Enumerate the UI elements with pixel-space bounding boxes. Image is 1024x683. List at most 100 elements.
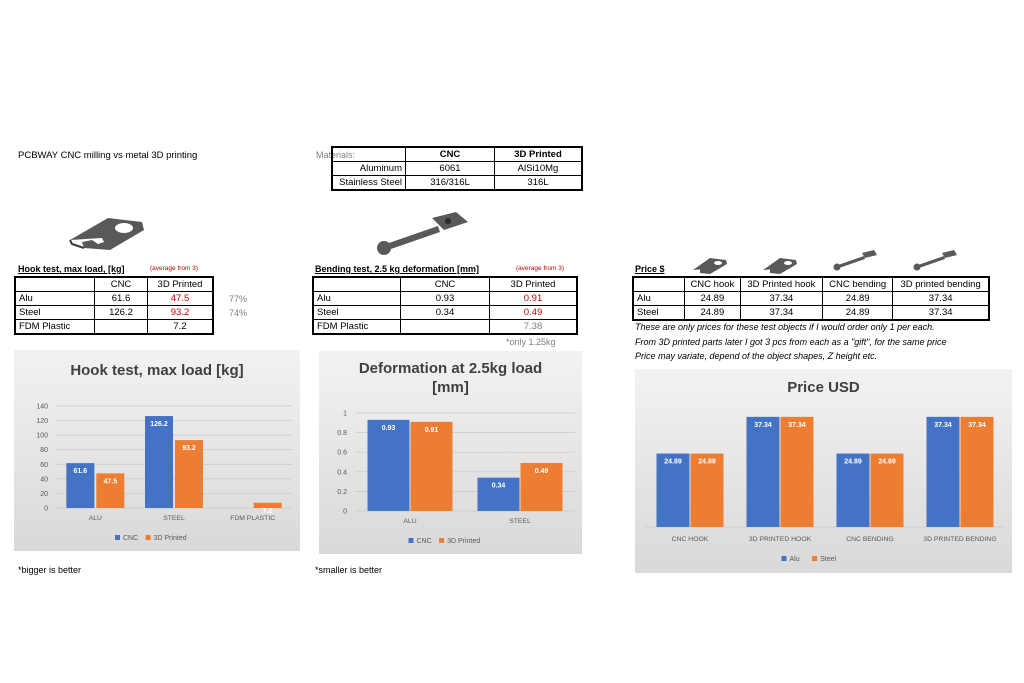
legend-swatch [781,556,787,561]
data-label: 47.5 [104,478,118,485]
data-label: 0.34 [492,483,506,490]
bend-row-name: Alu [312,291,401,306]
category-label: ALU [403,518,416,525]
materials-cell: 316/316L [405,175,495,191]
chart-title: Hook test, max load [kg] [70,362,243,379]
hook-chart: Hook test, max load [kg] 0 20 40 60 80 100 120 1… [14,350,300,551]
hook-cell-cnc: 126.2 [94,305,148,320]
category-label: CNC HOOK [672,536,709,543]
bar [870,453,904,527]
legend-label: Steel [820,556,836,563]
materials-header-printed: 3D Printed [494,146,583,162]
category-label: ALU [89,515,102,522]
bend-table: CNC 3D Printed Alu 0.93 0.91 Steel 0.34 … [312,276,578,335]
materials-header-cnc: CNC [405,146,495,162]
category-label: CNC BENDING [846,536,894,543]
bend-cell-cnc [400,319,490,335]
legend-label: CNC [123,535,138,542]
materials-table: CNC 3D Printed Aluminum 6061 AlSi10Mg St… [331,146,583,191]
bend-cell-printed: 0.91 [489,291,578,306]
data-label: 37.34 [754,422,772,429]
bend-cell-cnc: 0.93 [400,291,490,306]
bar [96,473,125,508]
category-label: 3D PRINTED HOOK [749,536,812,543]
legend-label: CNC [417,538,432,545]
y-tick-label: 1 [343,411,347,418]
legend-swatch [145,535,151,540]
data-label: 24.89 [878,459,896,466]
hook-cell-cnc [94,319,148,335]
materials-label: Materials: [316,150,356,160]
data-label: 0.91 [425,427,439,434]
page-title: PCBWAY CNC milling vs metal 3D printing [18,150,198,161]
bend-cell-printed: 0.49 [489,305,578,320]
y-tick-label: 0.6 [337,450,347,457]
y-tick-label: 100 [36,433,48,440]
bend-row-name: Steel [312,305,401,320]
hook-header-cnc: CNC [94,276,148,292]
bar [66,463,95,508]
price-cell: 24.89 [684,291,741,306]
price-cell: 37.34 [892,305,990,321]
price-cell: 24.89 [684,305,741,321]
deformation-chart: Deformation at 2.5kg load [mm] 0 0.2 0.4 0.6 0… [319,351,582,554]
data-label: 7.2 [263,508,273,515]
legend-swatch [408,538,414,543]
bar [960,416,994,527]
bend-row-name: FDM Plastic [312,319,401,335]
hook-row-name: Steel [14,305,95,320]
legend-label: 3D Printed [154,535,187,542]
legend-label: 3D Printed [447,538,480,545]
bend-header-cnc: CNC [400,276,490,292]
legend-swatch [812,556,818,561]
cnc-hook-image [693,258,727,274]
price-note: Price may variate, depend of the object … [635,351,878,361]
price-cell: 24.89 [822,291,894,306]
price-note: These are only prices for these test obj… [635,322,935,332]
printed-bending-image [913,250,957,271]
hook-row-name: Alu [14,291,95,306]
data-label: 24.89 [664,459,682,466]
bend-table-note: (average from 3) [516,265,565,272]
legend-swatch [439,538,445,543]
bar [520,462,563,511]
y-tick-label: 0.8 [337,430,347,437]
hook-cell-printed: 93.2 [147,305,214,320]
price-header: 3D Printed hook [739,276,824,292]
price-row-name: Alu [632,291,685,306]
price-cell: 37.34 [739,305,824,321]
price-chart: Price USD 24.89 24.89 CNC HOOK 37.34 37.34 3D … [635,369,1012,573]
bending-part-image [377,212,468,255]
data-label: 37.34 [788,422,806,429]
bar [926,416,960,527]
bar [175,440,203,508]
bar [367,419,410,511]
hook-row-name: FDM Plastic [14,319,95,335]
hook-cell-printed: 47.5 [147,291,214,306]
category-label: 3D PRINTED BENDING [923,536,996,543]
data-label: 0.49 [535,468,549,475]
bend-footnote-bottom: *smaller is better [315,565,383,575]
data-label: 37.34 [934,422,952,429]
materials-row-name: Aluminum [332,161,406,176]
y-tick-label: 40 [40,476,48,483]
materials-cell: 316L [494,175,583,191]
bend-header-printed: 3D Printed [489,276,578,292]
bend-cell-printed: 7.38 [489,319,578,335]
category-label: FDM PLASTIC [230,515,275,522]
hook-table: CNC 3D Printed Alu 61.6 47.5 Steel 126.2… [14,276,214,335]
y-tick-label: 60 [40,462,48,469]
hook-footnote: *bigger is better [18,565,82,575]
price-cell: 37.34 [892,291,990,306]
bar [410,421,453,511]
price-cell: 37.34 [739,291,824,306]
bar [690,453,724,527]
data-label: 24.89 [844,459,862,466]
y-tick-label: 0 [44,506,48,513]
cnc-bending-image [833,250,877,271]
price-header: CNC hook [684,276,741,292]
y-tick-label: 0.4 [337,469,347,476]
hook-pct-alu: 77% [229,294,248,304]
legend-swatch [115,535,120,540]
chart-svg: Deformation at 2.5kg load [mm] 0 0.2 0.4 0.6 0… [337,360,575,545]
